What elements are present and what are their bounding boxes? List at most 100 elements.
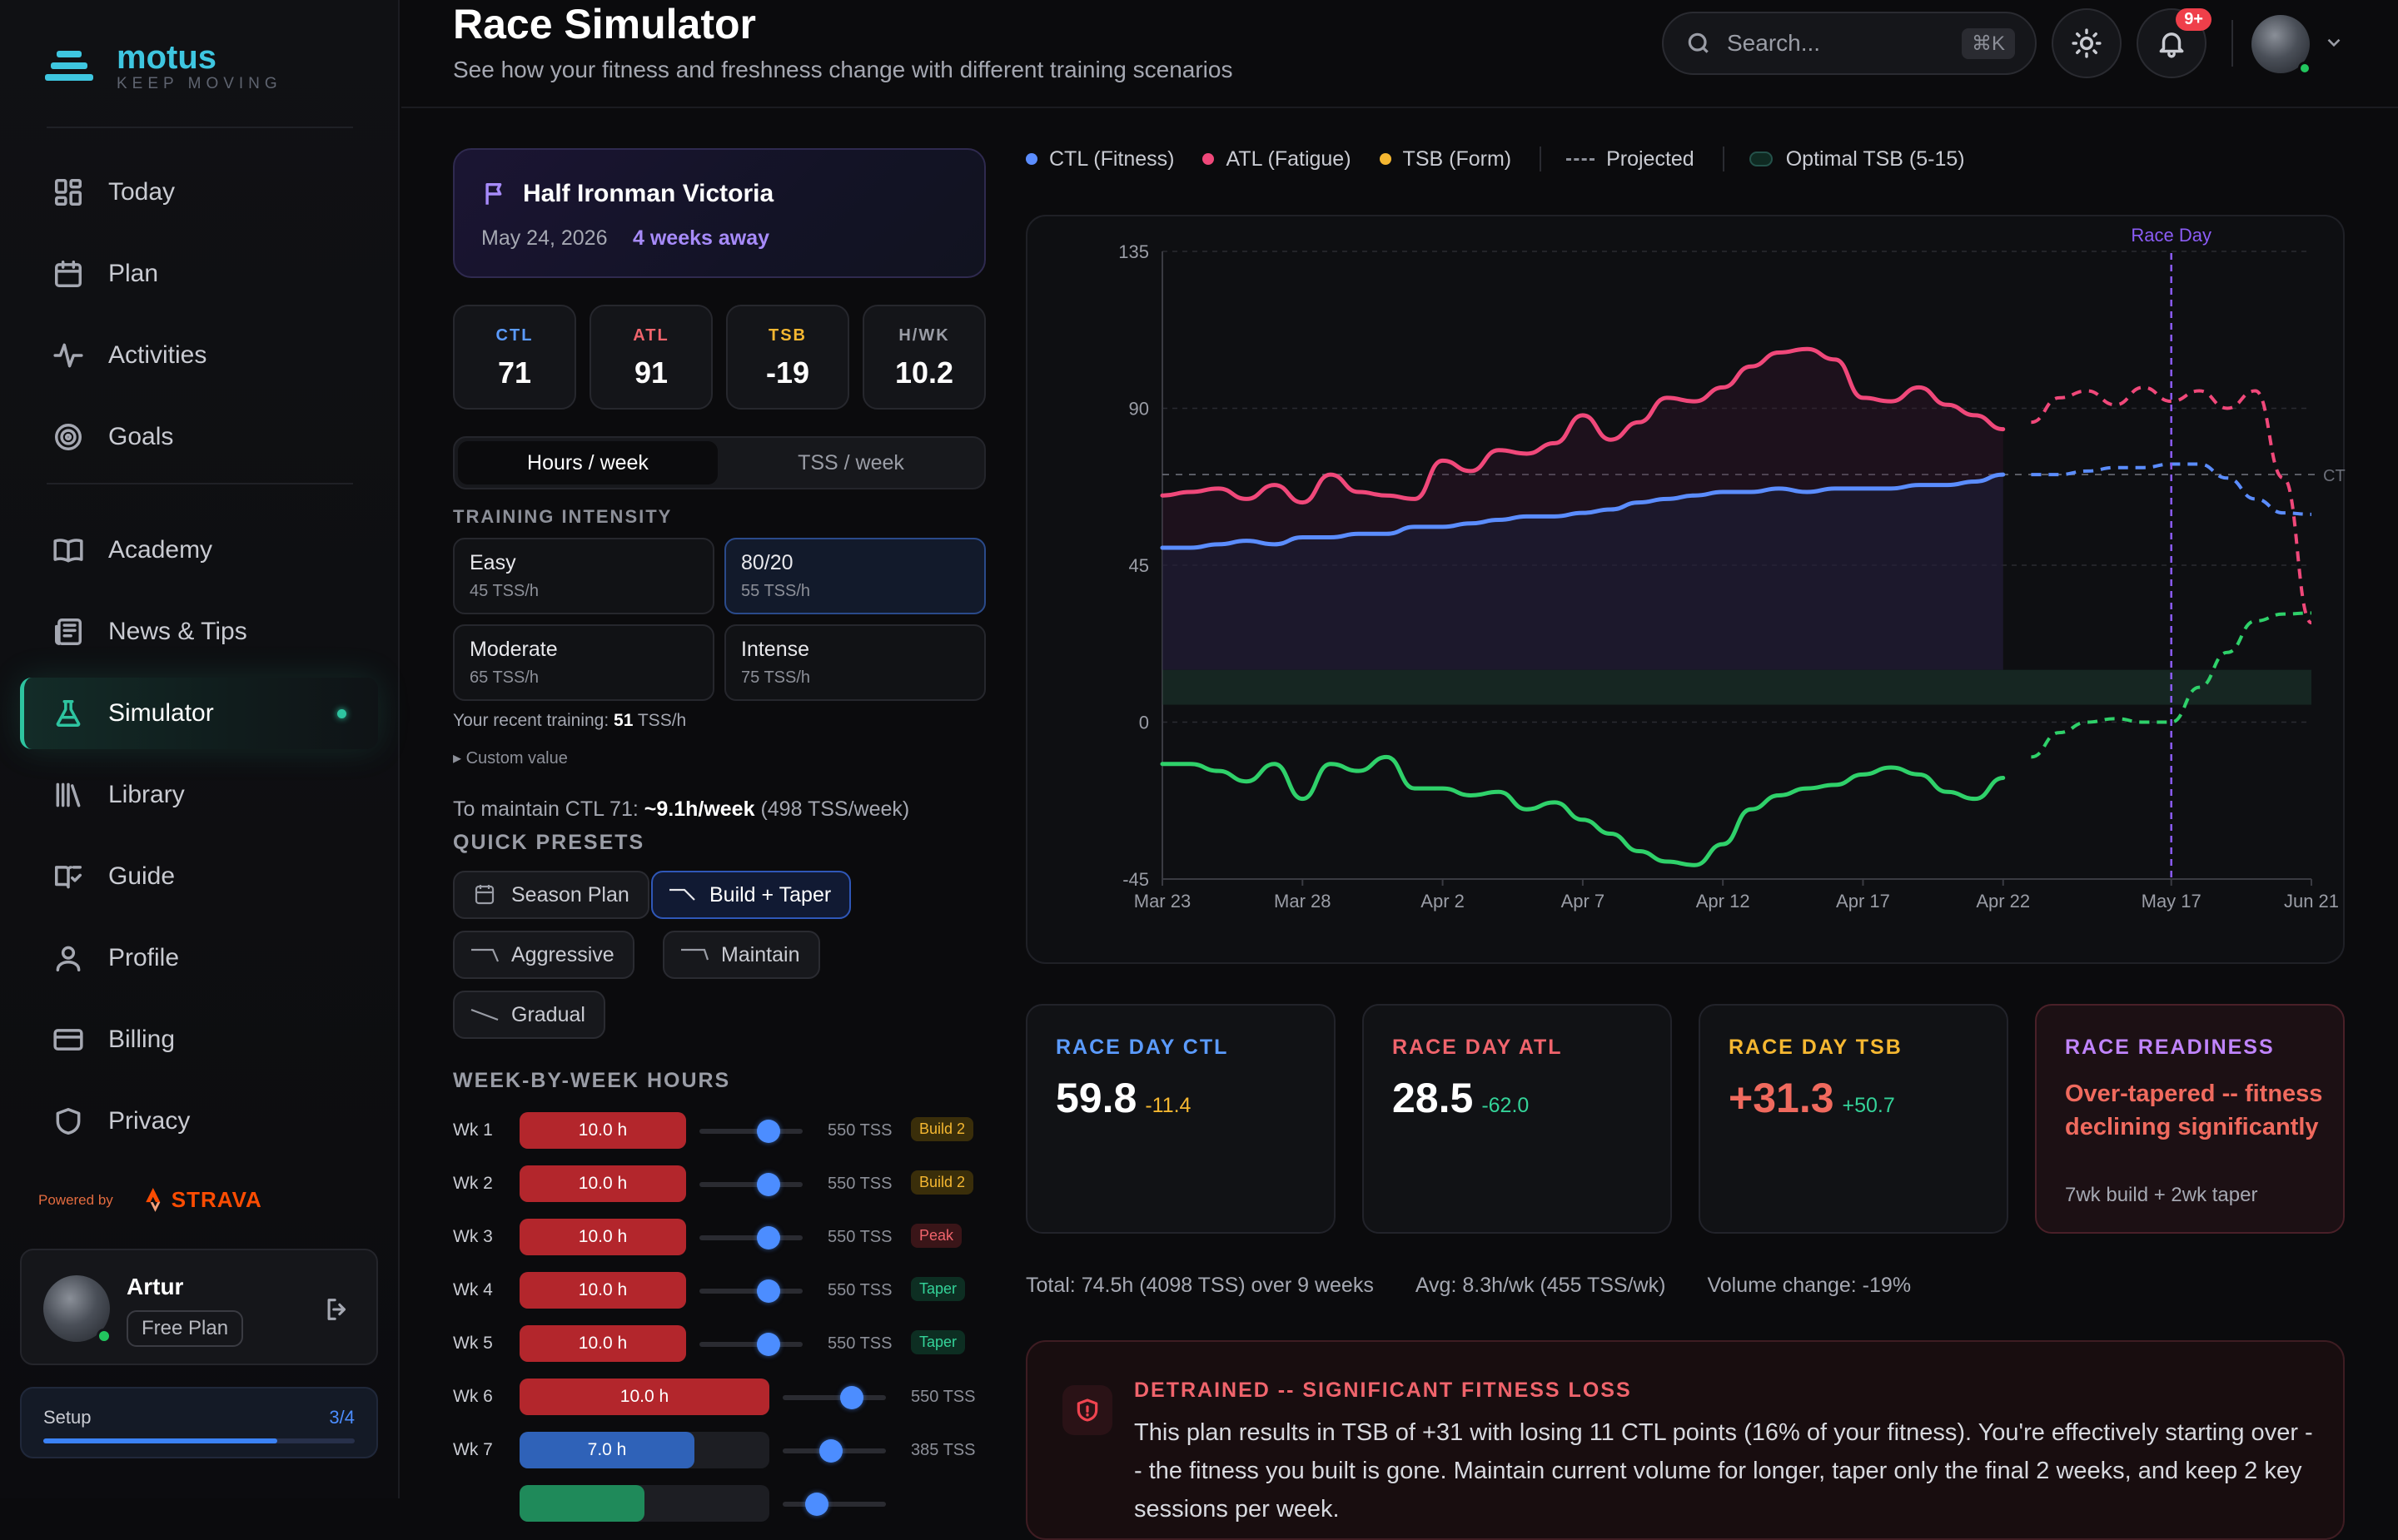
logout-button[interactable] [323, 1295, 351, 1324]
intensity-name: Intense [741, 638, 810, 661]
sidebar-item-academy[interactable]: Academy [20, 514, 378, 586]
motus-logo-icon [45, 42, 93, 91]
preset-build-taper[interactable]: Build + Taper [651, 871, 852, 919]
warning-body: This plan results in TSB of +31 with los… [1134, 1419, 2313, 1523]
intensity-option-easy[interactable]: Easy 45 TSS/h [453, 538, 714, 614]
y-tick-label: 90 [1129, 399, 1149, 420]
sidebar-item-billing[interactable]: Billing [20, 1004, 378, 1076]
custom-value-toggle[interactable]: ▸ Custom value [453, 749, 568, 768]
week-row: Wk 5 10.0 h 550 TSS Taper [453, 1324, 986, 1364]
preset-aggressive[interactable]: Aggressive [453, 931, 634, 979]
sidebar-item-goals[interactable]: Goals [20, 401, 378, 473]
intensity-name: Moderate [470, 638, 558, 661]
legend-atl[interactable]: ATL (Fatigue) [1202, 147, 1351, 171]
week-row: Wk 2 10.0 h 550 TSS Build 2 [453, 1164, 986, 1204]
week-label: Wk 4 [453, 1280, 493, 1299]
preset-label: Gradual [511, 1002, 585, 1026]
intensity-option-moderate[interactable]: Moderate 65 TSS/h [453, 624, 714, 701]
week-slider-track[interactable] [699, 1235, 803, 1240]
week-slider-track[interactable] [783, 1502, 886, 1507]
week-slider-track[interactable] [699, 1182, 803, 1187]
setup-progress[interactable]: Setup 3/4 [20, 1387, 378, 1458]
week-slider-handle[interactable] [757, 1226, 780, 1249]
intensity-rate: 45 TSS/h [470, 582, 540, 600]
ctl-area-fill [1162, 474, 2003, 670]
sidebar-item-library[interactable]: Library [20, 759, 378, 831]
x-tick-label: Apr 12 [1696, 891, 1750, 912]
week-row: Wk 3 10.0 h 550 TSS Peak [453, 1217, 986, 1257]
metric-atl: ATL 91 [590, 305, 713, 410]
week-phase-badge: Taper [911, 1277, 966, 1301]
week-slider-handle[interactable] [840, 1386, 863, 1409]
maintain-ctl-info: To maintain CTL 71: ~9.1h/week (498 TSS/… [453, 797, 909, 822]
user-card[interactable]: Artur Free Plan [20, 1249, 378, 1365]
sidebar-item-plan[interactable]: Plan [20, 238, 378, 310]
card-icon [52, 1023, 85, 1056]
header-avatar[interactable] [2251, 15, 2311, 75]
week-slider-track[interactable] [783, 1395, 886, 1400]
header-divider [2231, 20, 2233, 67]
maintain-tss: (498 TSS/week) [760, 797, 910, 821]
preset-maintain[interactable]: Maintain [663, 931, 820, 979]
week-hours-bar: 10.0 h [520, 1219, 686, 1255]
sidebar: motus KEEP MOVING Today Plan Activities … [0, 0, 400, 1498]
online-status-dot [2298, 62, 2311, 75]
legend-tsb[interactable]: TSB (Form) [1379, 147, 1511, 171]
theme-toggle-button[interactable] [2052, 8, 2122, 78]
week-slider-handle[interactable] [805, 1493, 828, 1516]
week-slider-handle[interactable] [757, 1120, 780, 1143]
recent-training: Your recent training: 51 TSS/h [453, 711, 686, 731]
race-card[interactable]: Half Ironman Victoria May 24, 2026 4 wee… [453, 148, 986, 278]
metric-value: 91 [634, 355, 669, 390]
metric-value: 10.2 [894, 355, 954, 390]
search-bar[interactable]: ⌘K [1662, 12, 2037, 75]
intensity-option-80-20[interactable]: 80/20 55 TSS/h [724, 538, 986, 614]
toggle-hours-per-week[interactable]: Hours / week [458, 441, 718, 484]
strava-wordmark: STRAVA [171, 1187, 262, 1212]
metric-label: TSB [769, 326, 807, 345]
week-slider-handle[interactable] [757, 1333, 780, 1356]
x-tick-label: Apr 22 [1976, 891, 2030, 912]
sidebar-item-label: Plan [108, 260, 159, 287]
sidebar-item-today[interactable]: Today [20, 156, 378, 228]
sidebar-item-profile[interactable]: Profile [20, 922, 378, 994]
brand-logo[interactable]: motus KEEP MOVING [45, 40, 282, 93]
sidebar-item-activities[interactable]: Activities [20, 320, 378, 391]
week-slider-track[interactable] [699, 1342, 803, 1347]
week-slider-handle[interactable] [757, 1173, 780, 1196]
preset-season-plan[interactable]: Season Plan [453, 871, 649, 919]
week-slider-handle[interactable] [819, 1439, 843, 1463]
detraining-warning: DETRAINED -- SIGNIFICANT FITNESS LOSS Th… [1026, 1340, 2345, 1540]
search-input[interactable] [1725, 29, 1958, 57]
user-icon [52, 941, 85, 975]
stat-label: RACE DAY ATL [1392, 1036, 1563, 1059]
notifications-button[interactable]: 9+ [2137, 8, 2211, 78]
intensity-name: Easy [470, 551, 516, 574]
x-tick-label: Mar 28 [1274, 891, 1331, 912]
ctl-reference-label: CTL [2323, 467, 2346, 485]
online-status-dot [97, 1329, 112, 1344]
week-slider-handle[interactable] [757, 1279, 780, 1303]
ctl-history-line [1160, 472, 2006, 550]
powered-by-strava[interactable]: Powered by STRAVA [38, 1187, 262, 1213]
week-slider-track[interactable] [699, 1289, 803, 1294]
sidebar-divider [47, 483, 353, 484]
account-menu-toggle[interactable] [2323, 32, 2345, 53]
toggle-tss-per-week[interactable]: TSS / week [798, 450, 904, 474]
taper-curve-icon [668, 885, 698, 905]
sidebar-item-label: Goals [108, 423, 174, 450]
intensity-rate: 75 TSS/h [741, 668, 811, 687]
sidebar-item-privacy[interactable]: Privacy [20, 1085, 378, 1157]
sidebar-item-guide[interactable]: Guide [20, 841, 378, 912]
x-tick-label: Jun 21 [2284, 891, 2339, 912]
stat-value-row: 28.5 -62.0 [1392, 1074, 1529, 1122]
sidebar-item-news[interactable]: News & Tips [20, 596, 378, 668]
intensity-rate: 65 TSS/h [470, 668, 540, 687]
week-slider-track[interactable] [699, 1129, 803, 1134]
intensity-option-intense[interactable]: Intense 75 TSS/h [724, 624, 986, 701]
preset-label: Maintain [721, 942, 800, 966]
legend-ctl[interactable]: CTL (Fitness) [1026, 147, 1174, 171]
metric-value: 71 [497, 355, 532, 390]
sidebar-item-simulator[interactable]: Simulator [20, 678, 378, 749]
preset-gradual[interactable]: Gradual [453, 991, 605, 1039]
